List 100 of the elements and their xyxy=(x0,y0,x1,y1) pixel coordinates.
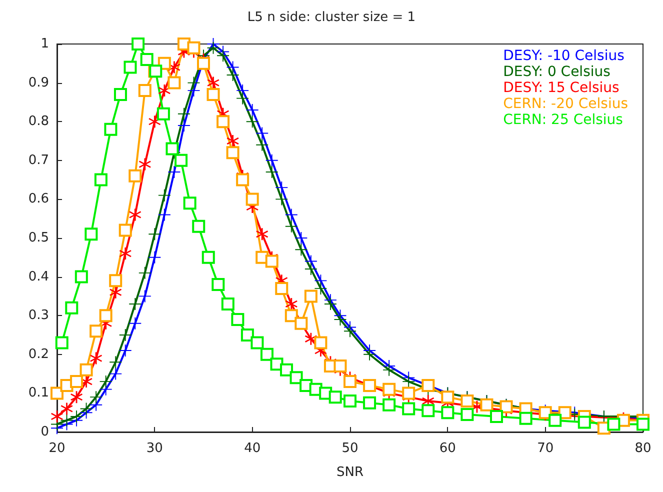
point xyxy=(295,232,308,244)
point xyxy=(148,251,161,264)
point xyxy=(364,348,376,360)
point xyxy=(284,309,298,322)
point xyxy=(216,115,230,128)
point xyxy=(74,270,88,284)
chart-title: L5 n side: cluster size = 1 xyxy=(247,10,416,25)
point xyxy=(231,312,244,326)
y-tick-label: 0.3 xyxy=(28,308,49,324)
point xyxy=(140,53,154,66)
point xyxy=(70,391,83,404)
point xyxy=(246,192,259,206)
y-tick-label: 0.1 xyxy=(28,386,49,401)
point xyxy=(129,208,142,221)
point xyxy=(104,122,118,136)
point xyxy=(460,394,474,408)
point xyxy=(138,266,151,279)
point xyxy=(285,220,298,232)
point xyxy=(578,416,591,429)
point xyxy=(84,228,98,241)
point xyxy=(285,208,298,221)
point xyxy=(119,344,132,357)
point xyxy=(50,386,64,400)
point xyxy=(344,394,356,408)
point xyxy=(168,76,181,90)
y-tick-label: 0.9 xyxy=(28,75,49,90)
point xyxy=(276,182,288,194)
x-tick-label: 70 xyxy=(537,441,554,456)
point xyxy=(328,390,342,404)
point xyxy=(285,298,298,310)
point xyxy=(363,396,376,410)
point xyxy=(256,228,268,240)
point xyxy=(138,158,151,170)
point xyxy=(246,116,258,128)
point xyxy=(402,402,416,416)
point xyxy=(256,138,268,151)
point xyxy=(100,376,112,388)
point xyxy=(80,402,92,415)
point xyxy=(314,282,327,294)
point xyxy=(548,414,562,427)
point xyxy=(156,107,170,120)
y-tick-label: 1 xyxy=(40,36,49,52)
x-tick-label: 80 xyxy=(634,441,652,456)
point xyxy=(206,88,220,101)
point xyxy=(441,390,454,404)
point xyxy=(212,278,225,292)
point xyxy=(183,196,196,210)
point xyxy=(148,228,161,240)
point xyxy=(124,60,137,74)
point xyxy=(519,412,532,425)
point xyxy=(168,166,180,178)
point xyxy=(80,363,93,376)
point xyxy=(334,360,347,373)
point xyxy=(118,224,132,237)
point xyxy=(129,317,142,330)
point xyxy=(226,69,239,82)
point xyxy=(192,220,206,233)
point xyxy=(265,254,278,268)
point xyxy=(558,406,572,420)
point xyxy=(178,119,190,132)
point xyxy=(383,364,396,376)
text: DESY: -10 Celsius xyxy=(503,48,624,64)
point xyxy=(500,400,513,414)
point xyxy=(128,169,142,182)
point xyxy=(266,154,278,166)
point xyxy=(324,298,336,310)
x-tick-label: 20 xyxy=(48,441,66,456)
point xyxy=(344,375,356,388)
text: DESY: 15 Celsius xyxy=(503,80,620,96)
point xyxy=(207,76,220,89)
point xyxy=(246,104,258,116)
point xyxy=(236,92,249,104)
point xyxy=(138,290,151,302)
point xyxy=(94,173,108,186)
point xyxy=(490,410,503,423)
point xyxy=(90,324,103,338)
point xyxy=(202,250,215,264)
point xyxy=(290,371,303,384)
point xyxy=(138,84,152,98)
point xyxy=(382,382,396,396)
point xyxy=(90,352,102,364)
point xyxy=(221,297,234,310)
x-tick-label: 30 xyxy=(146,441,163,456)
point xyxy=(65,301,78,314)
point xyxy=(266,166,278,178)
point xyxy=(51,410,63,422)
point xyxy=(226,146,240,160)
point xyxy=(304,290,318,303)
x-tick-label: 50 xyxy=(342,441,358,456)
point xyxy=(174,154,188,167)
point xyxy=(166,142,179,156)
point xyxy=(226,135,239,147)
y-tick-label: 0.5 xyxy=(28,230,49,246)
point xyxy=(260,348,274,361)
point xyxy=(158,189,170,202)
point xyxy=(110,368,122,380)
point xyxy=(275,282,288,295)
point xyxy=(240,328,254,342)
point xyxy=(276,193,288,206)
point xyxy=(382,398,396,412)
